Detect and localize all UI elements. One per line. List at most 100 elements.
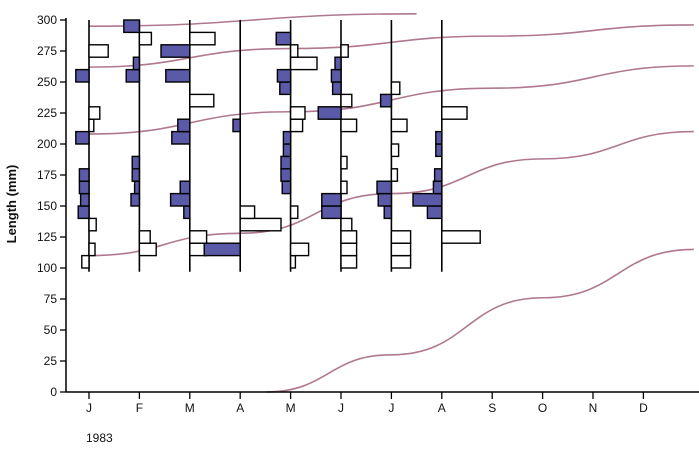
histogram-bar-filled: [426, 205, 443, 220]
histogram-bar-filled: [433, 168, 443, 182]
histogram-bar-open: [340, 93, 353, 108]
histogram-bar-open: [340, 230, 358, 244]
histogram-bar-filled: [165, 68, 191, 83]
histogram-bar-open: [390, 242, 412, 257]
histogram-bar-open: [138, 230, 151, 244]
histogram-A-4: [203, 20, 282, 272]
y-tick-label: 125: [37, 230, 57, 244]
histogram-bar-open: [88, 217, 97, 232]
histogram-bar-filled: [280, 168, 292, 182]
histogram-bar-filled: [160, 44, 191, 58]
histogram-bar-filled: [183, 205, 191, 220]
histogram-bar-filled: [435, 143, 443, 158]
histogram-bar-open: [289, 118, 304, 133]
histogram-bar-filled: [282, 143, 292, 158]
histogram-bar-open: [289, 106, 306, 120]
histogram-bar-filled: [132, 56, 141, 71]
x-tick-label: O: [538, 401, 547, 415]
histogram-bar-filled: [280, 155, 292, 170]
histogram-bar-open: [441, 230, 481, 244]
x-tick-label: J: [388, 401, 394, 415]
histogram-bar-filled: [321, 192, 342, 207]
histogram-bar-open: [289, 254, 297, 269]
histogram-bar-open: [340, 44, 349, 58]
histogram-bar-filled: [131, 155, 141, 170]
histogram-bar-filled: [334, 56, 342, 71]
histogram-bar-filled: [123, 19, 141, 34]
histogram-bar-filled: [279, 81, 292, 96]
growth-curve-5: [265, 248, 694, 393]
histogram-bar-filled: [412, 192, 443, 207]
histogram-bar-open: [289, 242, 310, 257]
histogram-J-7: [376, 20, 412, 272]
y-tick-label: 250: [37, 75, 57, 89]
x-tick-label: N: [589, 401, 598, 415]
histogram-bar-filled: [276, 68, 292, 83]
y-tick-label: 275: [37, 44, 57, 58]
histogram-bar-filled: [179, 180, 191, 195]
histogram-bar-filled: [169, 192, 191, 207]
histogram-bar-filled: [131, 168, 141, 182]
histogram-bar-filled: [78, 168, 90, 182]
histogram-bar-filled: [79, 192, 90, 207]
y-tick-label: 75: [44, 292, 58, 306]
histogram-bar-open: [289, 205, 299, 220]
x-tick-label: M: [185, 401, 195, 415]
histogram-bar-open: [239, 217, 282, 232]
histogram-bar-filled: [232, 118, 241, 133]
x-tick-label: A: [438, 401, 446, 415]
year-label: 1983: [86, 431, 113, 445]
histogram-bar-open: [390, 254, 412, 269]
histogram-bar-filled: [177, 118, 191, 133]
x-tick-label: S: [488, 401, 496, 415]
histogram-bar-filled: [317, 106, 342, 120]
y-tick-label: 225: [37, 106, 57, 120]
histogram-bar-open: [390, 168, 399, 182]
histogram-bar-filled: [379, 93, 393, 108]
y-ticks: 0 25 50 75 100 125 150 175 200 225 250 275 300: [37, 13, 66, 399]
histogram-bar-filled: [275, 31, 292, 46]
y-tick-label: 100: [37, 261, 57, 275]
x-tick-label: A: [236, 401, 244, 415]
histogram-J-6: [317, 20, 358, 272]
histogram-bar-filled: [130, 192, 141, 207]
y-axis-title: Length (mm): [4, 165, 19, 244]
x-tick-label: M: [286, 401, 296, 415]
x-tick-label: D: [639, 401, 648, 415]
histogram-bar-open: [289, 56, 318, 71]
histogram-bar-open: [189, 93, 215, 108]
histogram-bar-open: [340, 254, 358, 269]
histogram-F-2: [123, 19, 157, 272]
y-tick-label: 0: [50, 385, 57, 399]
histogram-bar-open: [340, 242, 358, 257]
histogram-bar-filled: [78, 180, 90, 195]
histogram-bar-open: [390, 81, 401, 96]
y-tick-label: 150: [37, 199, 57, 213]
histogram-bar-filled: [133, 180, 141, 195]
x-tick-label: J: [86, 401, 92, 415]
histogram-A-8: [412, 20, 481, 272]
histogram-bar-open: [441, 106, 468, 120]
histogram-bar-open: [189, 230, 208, 244]
y-tick-label: 175: [37, 168, 57, 182]
histogram-M-3: [160, 20, 216, 272]
histogram-bar-filled: [281, 180, 292, 195]
histogram-bar-open: [88, 106, 101, 120]
histogram-bar-filled: [203, 242, 241, 257]
x-tick-label: F: [136, 401, 143, 415]
histogram-bar-open: [138, 31, 153, 46]
histogram-bar-open: [189, 31, 216, 46]
histogram-bar-open: [390, 230, 412, 244]
histogram-bar-filled: [435, 130, 443, 145]
y-tick-label: 25: [44, 354, 58, 368]
histogram-bar-open: [390, 118, 408, 133]
histogram-bar-filled: [171, 130, 191, 145]
histogram-bar-filled: [377, 192, 393, 207]
y-tick-label: 200: [37, 137, 57, 151]
histogram-bar-open: [390, 143, 400, 158]
histogram-M-5: [275, 20, 318, 272]
histogram-bar-filled: [125, 68, 141, 83]
histogram-J-1: [75, 20, 109, 272]
histogram-bar-open: [88, 242, 96, 257]
